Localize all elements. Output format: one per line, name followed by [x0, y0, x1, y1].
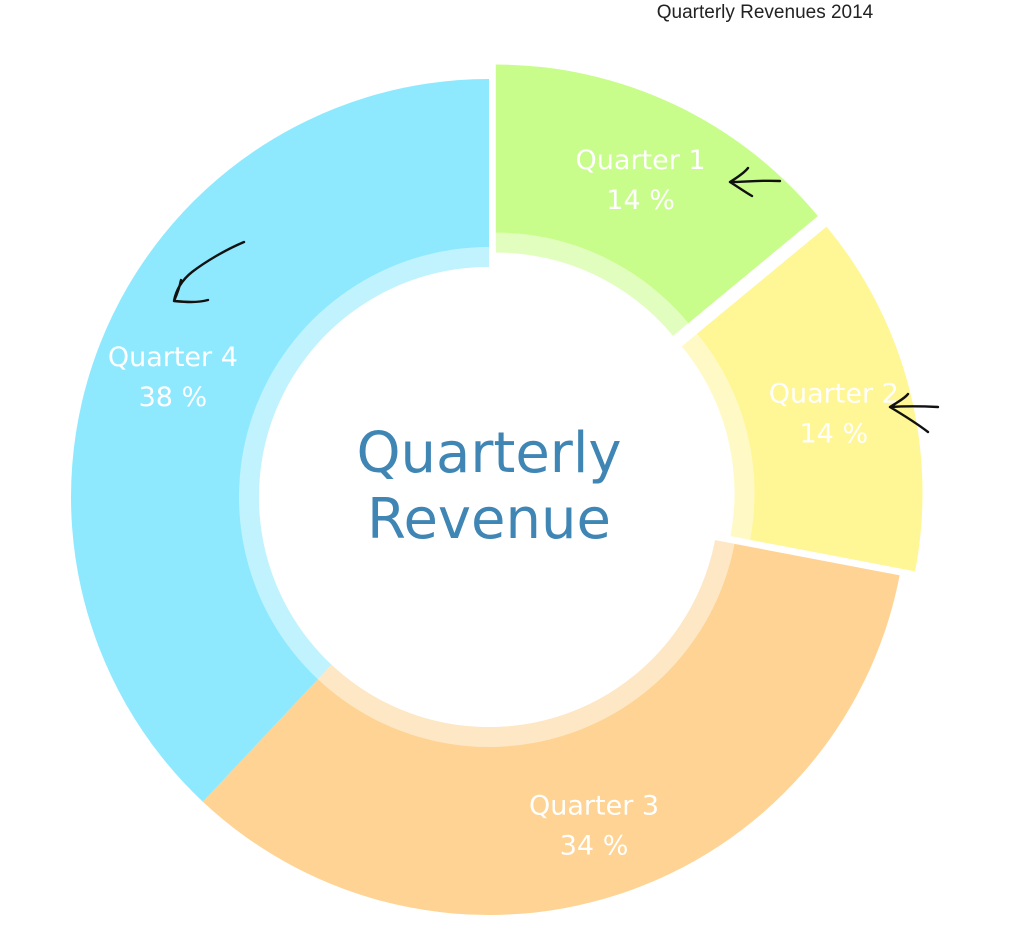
- slice-label-quarter-3: Quarter 3: [529, 790, 659, 821]
- annotation-arrows: [172, 166, 940, 434]
- slice-quarter-3[interactable]: [202, 543, 900, 915]
- chart-title: Quarterly Revenues 2014: [656, 2, 874, 23]
- arrow-annotation-quarter-1: [728, 166, 782, 198]
- center-label-line-1: Quarterly: [356, 421, 621, 486]
- slice-quarter-1[interactable]: [495, 64, 818, 324]
- slice-value-quarter-4: 38 %: [139, 382, 208, 413]
- slice-value-quarter-1: 14 %: [606, 185, 675, 216]
- slice-inner-band-quarter-1: [495, 231, 690, 336]
- slice-value-quarter-2: 14 %: [800, 418, 869, 449]
- slice-labels: Quarter 1 14 % Quarter 2 14 % Quarter 3 34 % Q…: [108, 145, 899, 861]
- slice-quarter-4[interactable]: [71, 79, 489, 802]
- slice-inner-band-quarter-3: [317, 540, 736, 748]
- slice-label-quarter-1: Quarter 1: [576, 145, 706, 176]
- slice-inner-band-quarter-4: [237, 246, 489, 680]
- donut-hole: [259, 267, 719, 727]
- slice-inner-band-quarter-2: [681, 333, 756, 541]
- slice-label-quarter-4: Quarter 4: [108, 342, 238, 373]
- arrow-annotation-quarter-4: [172, 240, 246, 304]
- donut-slices: [71, 64, 923, 915]
- slice-label-quarter-2: Quarter 2: [769, 378, 899, 409]
- arrow-annotation-quarter-2: [888, 392, 940, 434]
- slice-quarter-2[interactable]: [697, 226, 923, 572]
- slice-value-quarter-3: 34 %: [560, 830, 629, 861]
- center-label-line-2: Revenue: [367, 487, 611, 552]
